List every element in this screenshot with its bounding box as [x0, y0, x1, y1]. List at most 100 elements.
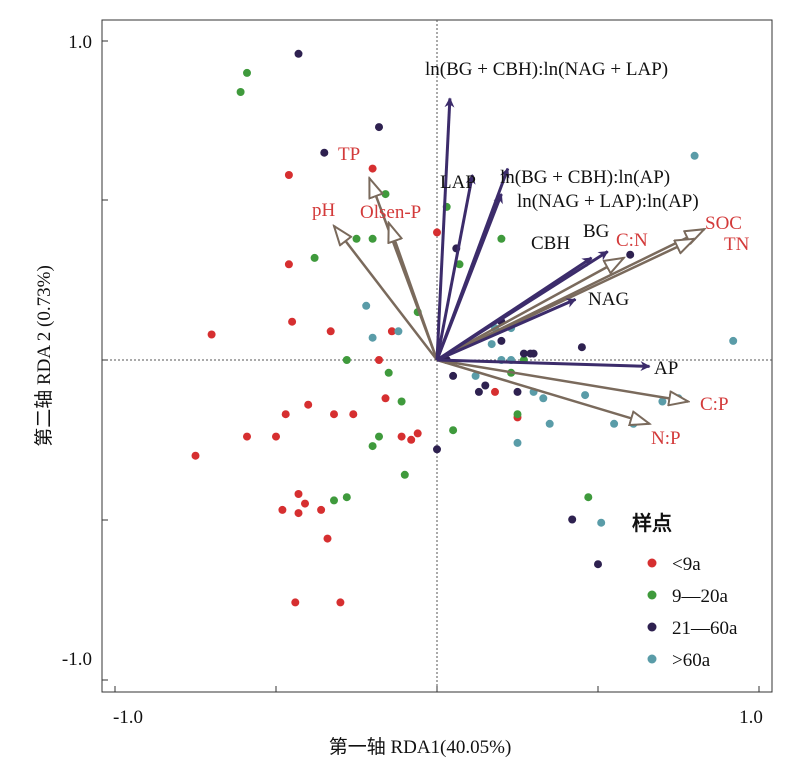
legend-label: 21—60a	[672, 618, 738, 639]
enzyme-label: LAP	[440, 172, 476, 193]
sample-point	[545, 419, 554, 428]
sample-point	[381, 394, 390, 403]
enzyme-arrow	[436, 256, 593, 362]
enzyme-label: ln(NAG + LAP):ln(AP)	[517, 191, 699, 212]
enzyme-label: NAG	[588, 289, 629, 310]
sample-point	[336, 598, 345, 607]
sample-point	[284, 260, 293, 269]
sample-point	[330, 496, 338, 505]
sample-point	[284, 171, 293, 179]
enzyme-label: CBH	[531, 233, 570, 254]
sample-point	[387, 327, 396, 336]
soil-label: Olsen-P	[360, 202, 421, 223]
sample-point	[310, 253, 319, 262]
sample-point	[413, 429, 422, 438]
enzyme-arrows	[435, 97, 651, 372]
sample-point	[658, 397, 667, 406]
x-axis-title: 第一轴 RDA1(40.05%)	[329, 736, 512, 758]
sample-point	[471, 371, 480, 380]
sample-point	[433, 445, 441, 454]
sample-point	[375, 123, 383, 132]
sample-point	[597, 518, 606, 527]
sample-point	[294, 49, 303, 58]
legend-swatch	[647, 654, 657, 664]
soil-arrow	[436, 358, 688, 402]
soil-label: SOC	[705, 213, 742, 234]
sample-point	[491, 387, 499, 396]
soil-label: pH	[312, 200, 336, 221]
legend-label: 9—20a	[672, 586, 729, 607]
enzyme-arrow	[435, 97, 455, 361]
soil-label: C:P	[700, 394, 729, 415]
sample-point	[474, 387, 483, 396]
sample-point	[304, 400, 313, 409]
sample-point	[368, 333, 377, 342]
y-tick-label-top: 1.0	[68, 32, 92, 53]
soil-arrow	[389, 223, 439, 361]
sample-point	[375, 432, 383, 441]
sample-point	[301, 499, 309, 508]
sample-point	[294, 509, 303, 518]
sample-point	[577, 343, 586, 352]
legend-swatch	[647, 558, 657, 568]
x-tick-label-left: -1.0	[113, 707, 143, 728]
sample-point	[362, 301, 371, 310]
sample-point	[352, 234, 361, 243]
sample-point	[449, 371, 458, 380]
sample-point	[568, 515, 577, 524]
soil-arrow	[436, 258, 624, 362]
sample-point	[594, 560, 602, 569]
sample-point	[384, 368, 393, 377]
legend-title: 样点	[632, 511, 672, 535]
sample-point	[342, 493, 351, 502]
enzyme-label: ln(BG + CBH):ln(NAG + LAP)	[425, 59, 668, 80]
sample-point	[626, 250, 635, 259]
sample-point	[381, 190, 390, 199]
sample-point	[207, 330, 216, 339]
legend-swatch	[647, 590, 657, 600]
sample-point	[191, 451, 200, 460]
sample-point	[539, 394, 548, 403]
legend-swatch	[647, 622, 657, 632]
sample-point	[455, 260, 464, 269]
sample-points	[191, 49, 738, 607]
sample-point	[291, 598, 300, 607]
sample-point	[497, 234, 506, 243]
sample-point	[397, 397, 406, 406]
sample-point	[397, 432, 406, 441]
enzyme-arrow	[435, 193, 503, 361]
sample-point	[400, 470, 409, 479]
axis-ticks	[102, 40, 760, 692]
soil-arrow	[334, 226, 438, 361]
sample-point	[513, 387, 522, 396]
sample-point	[272, 432, 280, 441]
sample-point	[529, 349, 538, 358]
sample-point	[513, 410, 522, 419]
sample-point	[330, 410, 338, 419]
sample-point	[294, 490, 303, 498]
sample-point	[368, 164, 377, 173]
sample-point	[375, 356, 383, 364]
legend-item-lt9a: <9a	[647, 554, 701, 575]
sample-point	[243, 68, 251, 77]
y-axis-title: 第二轴 RDA 2 (0.73%)	[33, 265, 55, 447]
legend-item-9-20a: 9—20a	[647, 586, 729, 607]
sample-point	[317, 505, 326, 514]
enzyme-arrow	[436, 358, 651, 372]
sample-point	[610, 419, 619, 428]
sample-point	[449, 426, 458, 435]
sample-point	[288, 317, 297, 326]
sample-point	[323, 534, 332, 543]
sample-point	[487, 340, 496, 349]
legend: 样点 <9a 9—20a 21—60a >60a	[632, 511, 738, 671]
sample-point	[342, 356, 351, 364]
vector-labels: ln(BG + CBH):ln(NAG + LAP) LAP ln(BG + CBH…	[312, 59, 750, 449]
sample-point	[368, 442, 377, 451]
sample-point	[690, 151, 699, 160]
sample-point	[394, 327, 403, 336]
sample-point	[349, 410, 358, 419]
sample-point	[433, 228, 441, 237]
sample-point	[481, 381, 490, 390]
sample-point	[326, 327, 335, 336]
sample-point	[407, 435, 416, 444]
